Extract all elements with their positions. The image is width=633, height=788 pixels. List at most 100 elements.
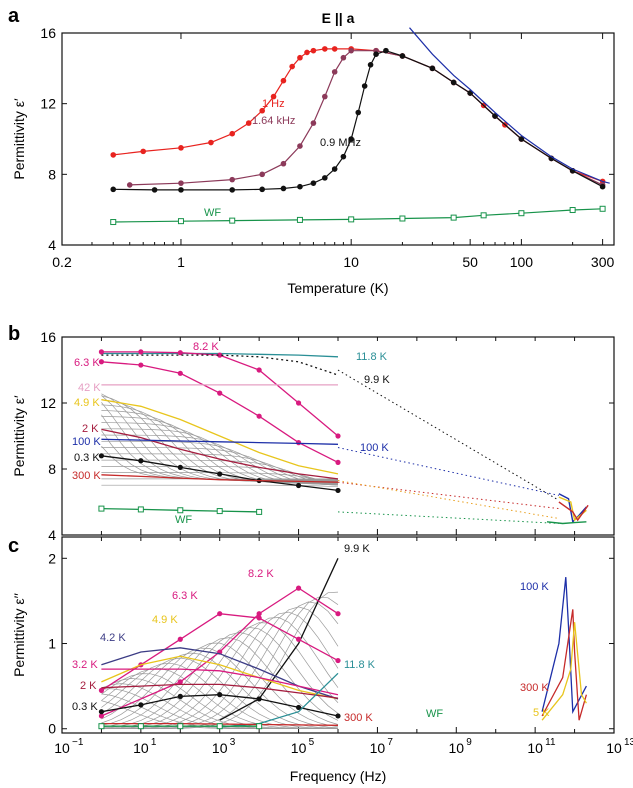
series-line [541, 609, 588, 721]
y-axis-label: Permittivity ε′ [11, 395, 27, 477]
background-curve [101, 447, 339, 486]
x-tick-exponent: 1 [151, 737, 157, 748]
series-0.9-mhz: 0.9 MHz [110, 47, 606, 193]
series-1.64-khz: 1.64 kHz [126, 47, 606, 188]
data-point [295, 585, 302, 591]
data-point [229, 176, 236, 183]
series-label: 5 K [533, 707, 550, 719]
background-curve [101, 637, 339, 728]
data-point [295, 482, 302, 489]
data-point [138, 349, 144, 355]
data-point [429, 65, 436, 72]
series-line [101, 655, 339, 700]
x-tick-label: 10 [343, 254, 359, 270]
x-tick-label: 0.2 [52, 254, 72, 270]
background-curve [101, 632, 339, 729]
data-point [98, 359, 105, 365]
data-point [98, 505, 105, 512]
data-point [450, 79, 457, 86]
data-point [340, 153, 347, 160]
y-tick-label: 4 [48, 527, 56, 543]
data-point [367, 62, 374, 68]
data-point [110, 219, 117, 226]
y-tick-label: 16 [40, 25, 56, 41]
x-tick-exponent: 11 [545, 737, 556, 748]
data-point [259, 171, 265, 178]
data-point [335, 713, 341, 719]
background-curve [101, 399, 339, 483]
data-point [331, 69, 338, 75]
series-label: 2 K [82, 423, 99, 435]
series-300-k: 300 K [72, 470, 339, 483]
panel-b-letter: b [8, 323, 20, 345]
data-point [138, 458, 144, 464]
x-tick-label: 10 [448, 740, 464, 756]
data-point [335, 459, 341, 465]
data-point [599, 183, 606, 190]
data-point [178, 187, 184, 193]
data-point [177, 723, 184, 730]
y-tick-label: 8 [48, 166, 56, 182]
series-label: 4.9 K [152, 614, 178, 626]
series-4.9-k: 4.9 K [101, 614, 339, 700]
data-point [98, 723, 105, 730]
data-point [467, 90, 473, 96]
data-point [399, 215, 406, 222]
data-point [280, 77, 287, 84]
x-tick-exponent: 13 [624, 737, 633, 748]
data-point [295, 704, 302, 711]
data-point [178, 145, 184, 151]
plot-frame [61, 32, 615, 246]
data-point [98, 349, 105, 355]
series-label: 0.3 K [72, 701, 98, 713]
series-9.9-k: 9.9 K [219, 543, 370, 721]
series-line [541, 577, 587, 715]
series-line [101, 438, 339, 445]
series-8.2-k: 8.2 K [98, 341, 341, 439]
data-point [177, 464, 183, 470]
data-point [177, 370, 183, 376]
data-point [280, 160, 287, 167]
data-point [217, 390, 223, 396]
data-point [178, 180, 184, 186]
background-curve [101, 434, 339, 486]
x-tick-exponent: −1 [72, 737, 84, 748]
data-point [335, 487, 341, 494]
series-3.2-k: 3.2 K [72, 659, 339, 696]
x-tick-label: 10 [527, 740, 543, 756]
data-point [310, 120, 317, 126]
series-label: WF [175, 514, 192, 526]
data-point [297, 143, 303, 149]
series-label: 6.3 K [74, 357, 100, 369]
x-tick-label: 10 [606, 740, 622, 756]
x-tick-label: 10 [370, 740, 386, 756]
series-line [101, 474, 339, 483]
series-wf: WF [110, 205, 606, 226]
panel-c-letter: c [8, 535, 19, 557]
data-point [138, 702, 144, 708]
data-point [295, 636, 302, 642]
series-line [101, 587, 339, 717]
x-tick-label: 50 [462, 254, 478, 270]
series-label: 100 K [520, 581, 549, 593]
data-point [256, 615, 262, 621]
data-point [331, 46, 338, 52]
background-curve [101, 642, 339, 728]
data-point [480, 212, 487, 219]
series-8.2-k: 8.2 K [98, 568, 341, 719]
data-point [140, 148, 147, 155]
series-line [541, 622, 587, 721]
x-tick-label: 300 [591, 254, 615, 270]
thz-curve [546, 521, 587, 525]
data-point [518, 210, 525, 217]
data-point [322, 175, 328, 181]
series-label: 11.8 K [344, 659, 376, 671]
data-point [229, 217, 236, 224]
y-tick-label: 1 [48, 636, 56, 652]
bridging-line [337, 480, 559, 519]
x-tick-exponent: 9 [466, 737, 472, 748]
data-point [110, 152, 117, 158]
series-0.3-k: 0.3 K [72, 692, 341, 719]
series-11.8-k: 11.8 K [219, 659, 376, 728]
